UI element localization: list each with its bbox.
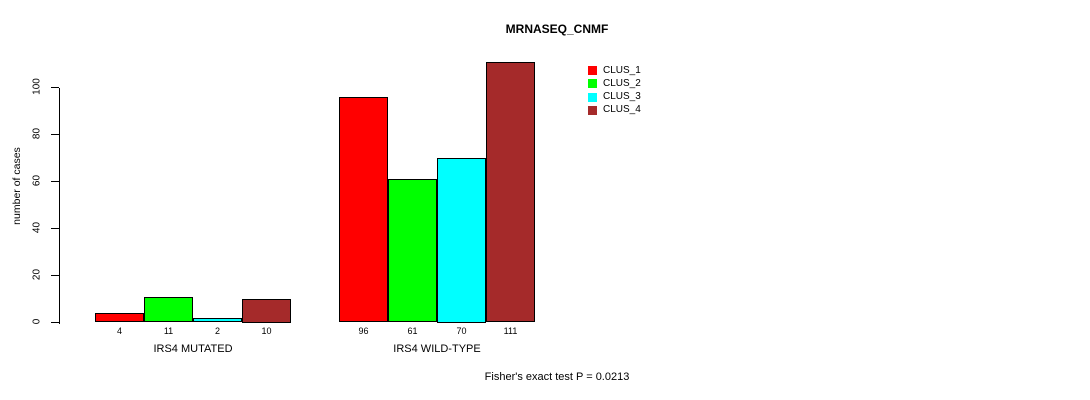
- bar-clus_3-wildtype: [437, 158, 486, 323]
- legend-swatch-clus_3: [588, 92, 597, 102]
- bar-value-label: 2: [214, 326, 220, 336]
- bar-clus_1-mutated: [95, 313, 144, 323]
- bar-clus_2-mutated: [144, 296, 193, 323]
- fisher-test-annotation: Fisher's exact test P = 0.0213: [484, 371, 630, 383]
- y-tick-label: 0: [31, 318, 43, 325]
- y-axis-line: [58, 87, 60, 324]
- bar-clus_1-wildtype: [339, 96, 388, 323]
- category-label: IRS4 MUTATED: [153, 343, 233, 355]
- legend-label-clus_1: CLUS_1: [603, 64, 641, 76]
- bar-value-label: 10: [261, 326, 272, 336]
- bar-value-label: 61: [407, 326, 418, 336]
- y-axis-tick: [50, 86, 59, 89]
- chart-title: MRNASEQ_CNMF: [505, 22, 609, 36]
- bar-value-label: 96: [358, 326, 369, 336]
- bar-clus_4-mutated: [242, 299, 291, 323]
- y-axis-tick: [50, 227, 59, 230]
- legend-swatch-clus_4: [588, 105, 597, 115]
- y-axis-label: number of cases: [11, 147, 23, 225]
- y-axis-tick: [50, 321, 59, 324]
- y-tick-label: 60: [31, 174, 43, 187]
- bar-value-label: 70: [456, 326, 467, 336]
- bar-clus_4-wildtype: [486, 61, 535, 323]
- y-axis-tick: [50, 274, 59, 277]
- legend-swatch-clus_2: [588, 79, 597, 89]
- y-tick-label: 40: [31, 221, 43, 234]
- bar-value-label: 111: [503, 326, 518, 336]
- y-tick-label: 20: [31, 268, 43, 281]
- legend-label-clus_4: CLUS_4: [603, 104, 641, 116]
- y-tick-label: 80: [31, 127, 43, 140]
- y-tick-label: 100: [31, 78, 43, 95]
- bar-value-label: 11: [163, 326, 174, 336]
- legend-label-clus_2: CLUS_2: [603, 77, 641, 89]
- bar-clus_3-mutated: [193, 317, 242, 323]
- legend-swatch-clus_1: [588, 66, 597, 75]
- y-axis-tick: [50, 133, 59, 136]
- legend-label-clus_3: CLUS_3: [603, 91, 641, 103]
- bar-clus_2-wildtype: [388, 179, 437, 323]
- y-axis-tick: [50, 180, 59, 183]
- bar-value-label: 4: [116, 326, 122, 336]
- category-label: IRS4 WILD-TYPE: [393, 343, 481, 355]
